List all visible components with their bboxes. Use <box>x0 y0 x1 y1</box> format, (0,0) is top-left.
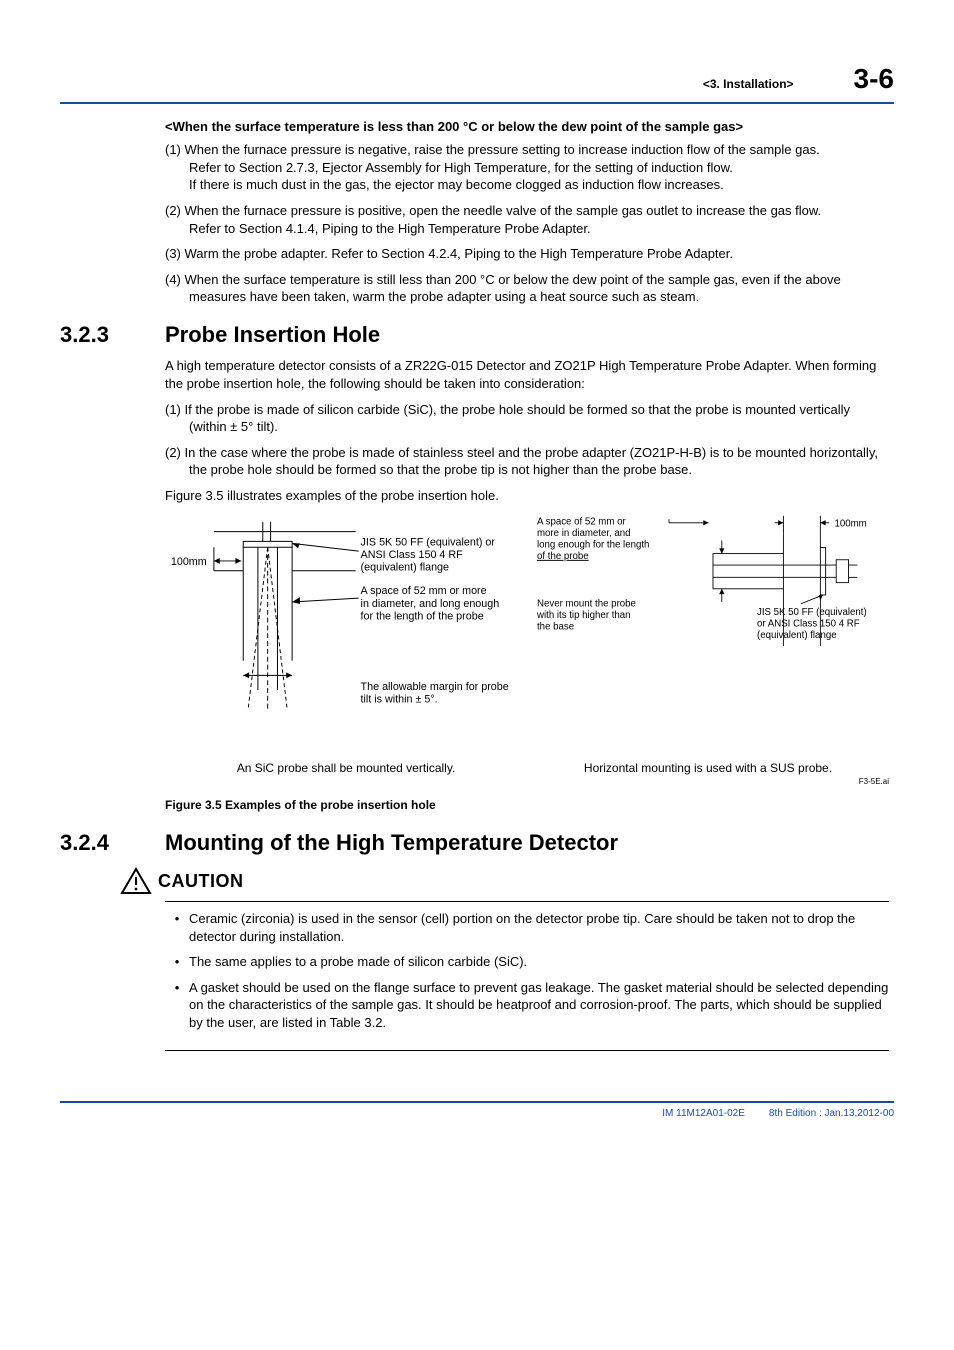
page-number: 3-6 <box>854 60 894 98</box>
s323-figref: Figure 3.5 illustrates examples of the p… <box>165 487 889 505</box>
fig-left-flange3: (equivalent) flange <box>361 562 449 574</box>
edition: 8th Edition : Jan.13,2012-00 <box>769 1107 894 1121</box>
fig-right-space4: of the probe <box>537 551 589 562</box>
fig-right-flange2: or ANSI Class 150 4 RF <box>757 619 860 630</box>
section-3-2-3-num: 3.2.3 <box>60 320 165 350</box>
section-3-2-4-title: Mounting of the High Temperature Detecto… <box>165 828 618 858</box>
caution-word: CAUTION <box>158 869 244 893</box>
fig-right: A space of 52 mm or more in diameter, an… <box>537 514 889 754</box>
caution-text-1: Ceramic (zirconia) is used in the sensor… <box>189 910 889 945</box>
fig-ref-id: F3-5E.ai <box>165 777 889 788</box>
bullet-dot: • <box>165 910 189 945</box>
step-1-b: Refer to Section 2.7.3, Ejector Assembly… <box>189 159 889 177</box>
caution-text-3: A gasket should be used on the flange su… <box>189 979 889 1032</box>
fig-right-flange3: (equivalent) flange <box>757 630 837 641</box>
fig-right-never1: Never mount the probe <box>537 599 636 610</box>
fig-right-space1: A space of 52 mm or <box>537 517 626 528</box>
bullet-dot: • <box>165 979 189 1032</box>
caution-text-2: The same applies to a probe made of sili… <box>189 953 527 971</box>
caution-bullet-1: • Ceramic (zirconia) is used in the sens… <box>165 910 889 945</box>
figure-captions: An SiC probe shall be mounted vertically… <box>165 760 889 776</box>
fig-left-svg: 100mm JIS 5K 50 FF (equivalent) or ANSI <box>165 514 517 749</box>
step-2-b: Refer to Section 4.1.4, Piping to the Hi… <box>189 220 889 238</box>
fig-left-flange1: JIS 5K 50 FF (equivalent) or <box>361 537 496 549</box>
fig-left-caption: An SiC probe shall be mounted vertically… <box>165 760 527 776</box>
fig-left-flange2: ANSI Class 150 4 RF <box>361 549 464 561</box>
fig-left-tilt2: tilt is within ± 5°. <box>361 694 438 706</box>
fig-left-space3: for the length of the probe <box>361 611 484 623</box>
page-content: <When the surface temperature is less th… <box>60 118 894 1051</box>
page-header: <3. Installation> 3-6 <box>60 60 894 104</box>
caution-bullet-2: • The same applies to a probe made of si… <box>165 953 889 971</box>
fig-right-svg: A space of 52 mm or more in diameter, an… <box>537 514 889 690</box>
s323-intro: A high temperature detector consists of … <box>165 357 889 392</box>
step-1-a: (1) When the furnace pressure is negativ… <box>165 142 820 157</box>
fig-left-100mm: 100mm <box>171 556 207 568</box>
caution-bullet-3: • A gasket should be used on the flange … <box>165 979 889 1032</box>
fig-right-space2: more in diameter, and <box>537 528 631 539</box>
fig-left-space2: in diameter, and long enough <box>361 598 500 610</box>
fig-right-never2: with its tip higher than <box>537 610 631 621</box>
fig-left-space1: A space of 52 mm or more <box>361 585 487 597</box>
fig-right-100mm: 100mm <box>834 519 866 530</box>
fig-left: 100mm JIS 5K 50 FF (equivalent) or ANSI <box>165 514 517 754</box>
fig-left-tilt1: The allowable margin for probe <box>361 681 509 693</box>
page-footer: IM 11M12A01-02E 8th Edition : Jan.13,201… <box>60 1101 894 1121</box>
caution-heading: CAUTION <box>120 867 889 895</box>
step-1-c: If there is much dust in the gas, the ej… <box>189 176 889 194</box>
fig-right-never3: the base <box>537 622 574 633</box>
s323-item-1: (1) If the probe is made of silicon carb… <box>165 401 889 436</box>
warning-triangle-icon <box>120 867 152 895</box>
section-3-2-4-num: 3.2.4 <box>60 828 165 858</box>
step-3: (3) Warm the probe adapter. Refer to Sec… <box>165 245 889 263</box>
section-3-2-3-heading: 3.2.3 Probe Insertion Hole <box>60 320 889 350</box>
fig-right-space3: long enough for the length <box>537 540 649 551</box>
breadcrumb: <3. Installation> <box>703 76 794 92</box>
bullet-dot: • <box>165 953 189 971</box>
caution-block: • Ceramic (zirconia) is used in the sens… <box>165 901 889 1050</box>
fig-right-caption: Horizontal mounting is used with a SUS p… <box>527 760 889 776</box>
step-2-a: (2) When the furnace pressure is positiv… <box>165 203 821 218</box>
fig-right-flange1: JIS 5K 50 FF (equivalent) <box>757 607 867 618</box>
s323-item-2: (2) In the case where the probe is made … <box>165 444 889 479</box>
section-3-2-4-heading: 3.2.4 Mounting of the High Temperature D… <box>60 828 889 858</box>
figure-3-5-label: Figure 3.5 Examples of the probe inserti… <box>165 797 889 813</box>
figure-3-5: 100mm JIS 5K 50 FF (equivalent) or ANSI <box>165 514 889 754</box>
doc-id: IM 11M12A01-02E <box>662 1107 745 1121</box>
step-4: (4) When the surface temperature is stil… <box>165 271 889 306</box>
condition-heading: <When the surface temperature is less th… <box>165 118 889 136</box>
step-2: (2) When the furnace pressure is positiv… <box>165 202 889 237</box>
step-1: (1) When the furnace pressure is negativ… <box>165 141 889 194</box>
section-3-2-3-title: Probe Insertion Hole <box>165 320 380 350</box>
